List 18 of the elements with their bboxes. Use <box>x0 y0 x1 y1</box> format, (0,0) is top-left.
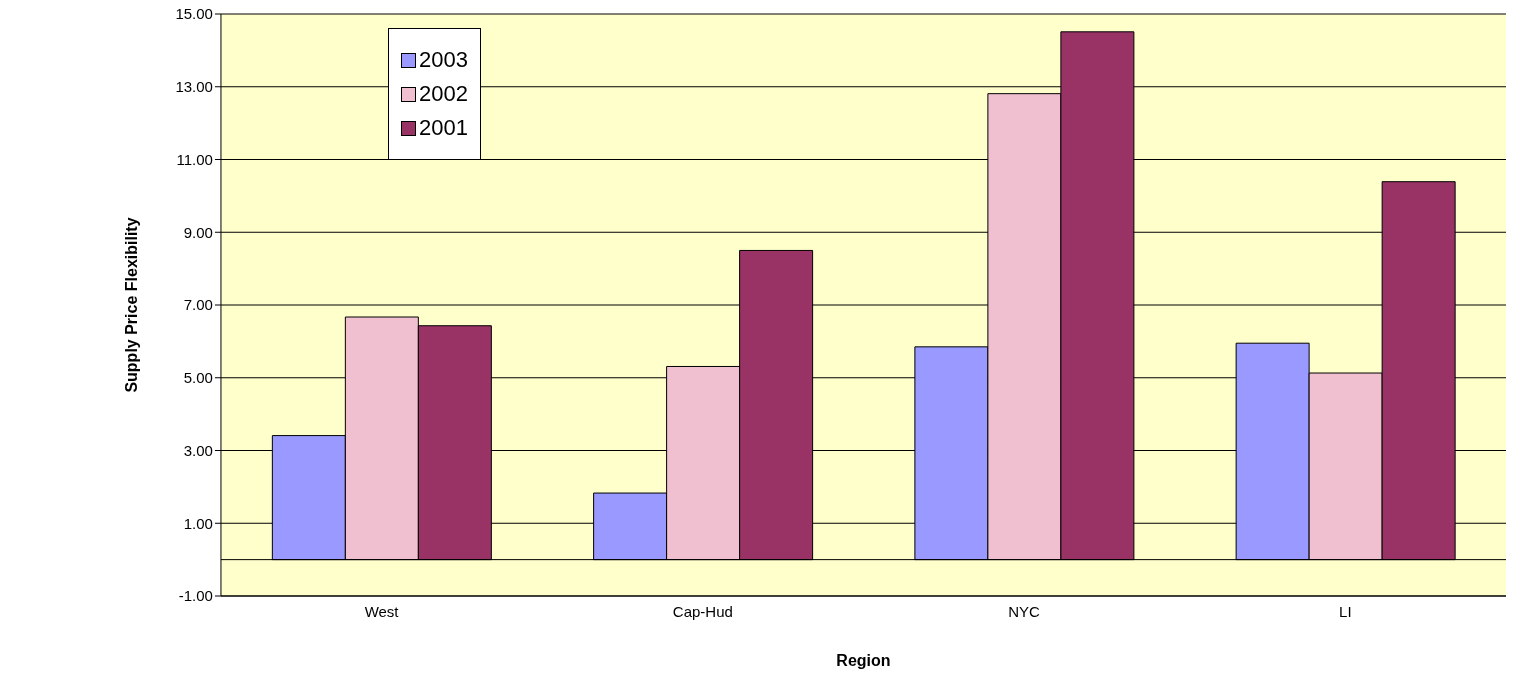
y-tick-label: 7.00 <box>183 296 213 314</box>
x-axis-title: Region <box>836 652 891 669</box>
y-tick-label: 11.00 <box>176 150 213 168</box>
y-tick-label: -1.00 <box>178 587 213 605</box>
x-tick-label: Cap-Hud <box>672 602 733 620</box>
x-tick-label: West <box>364 602 400 620</box>
y-tick-label: 1.00 <box>183 514 213 532</box>
y-tick-label: 5.00 <box>183 369 213 387</box>
y-tick-label: 15.00 <box>175 5 213 23</box>
legend-label: 2002 <box>418 81 468 107</box>
y-tick-label: 13.00 <box>175 78 213 96</box>
y-tick-label: 9.00 <box>183 223 213 241</box>
legend-label: 2003 <box>418 47 468 73</box>
y-tick-label: 3.00 <box>183 441 213 459</box>
legend-label: 2001 <box>418 115 468 141</box>
x-tick-label: NYC <box>1008 602 1041 620</box>
y-axis-title: Supply Price Flexibility <box>122 217 140 393</box>
x-tick-label: LI <box>1339 602 1352 620</box>
